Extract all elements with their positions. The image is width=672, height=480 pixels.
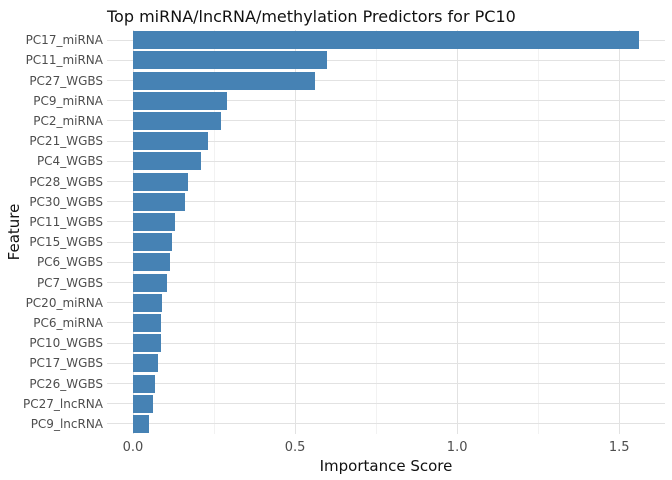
- bar: [133, 71, 315, 90]
- gridline-horizontal: [107, 59, 665, 61]
- bar: [133, 51, 328, 70]
- bar: [133, 31, 639, 50]
- bar: [133, 233, 172, 252]
- bar: [133, 172, 189, 191]
- y-axis-label: PC9_lncRNA: [30, 416, 103, 431]
- y-axis-label: PC10_WGBS: [29, 336, 103, 351]
- y-axis-label: PC26_WGBS: [29, 376, 103, 391]
- bar: [133, 273, 168, 292]
- gridline-horizontal: [107, 80, 665, 81]
- gridline-horizontal: [107, 342, 665, 344]
- y-axis-label: PC11_WGBS: [29, 214, 103, 229]
- x-tick-label: 1.0: [446, 440, 468, 455]
- x-tick-label: 0.0: [122, 440, 144, 455]
- bar: [133, 293, 162, 312]
- gridline-horizontal: [107, 120, 665, 122]
- plot-panel: [107, 30, 665, 434]
- gridline-horizontal: [107, 261, 665, 263]
- bar: [133, 91, 227, 110]
- gridline-vertical-minor: [538, 30, 540, 434]
- gridline-horizontal: [107, 302, 665, 304]
- bar: [133, 152, 202, 171]
- gridline-vertical-major: [619, 30, 621, 434]
- gridline-horizontal: [107, 140, 665, 142]
- bar: [133, 212, 176, 231]
- x-axis-title: Importance Score: [319, 457, 453, 475]
- chart-title: Top miRNA/lncRNA/methylation Predictors …: [107, 7, 516, 26]
- gridline-horizontal: [107, 282, 665, 283]
- y-axis-label: PC28_WGBS: [29, 174, 103, 189]
- y-axis-label: PC20_miRNA: [25, 295, 103, 310]
- y-axis-labels: PC17_miRNA PC11_miRNA PC27_WGBS PC9_miRNA PC…: [0, 30, 103, 434]
- y-axis-label: PC21_WGBS: [29, 134, 103, 149]
- gridline-horizontal: [107, 221, 665, 223]
- gridline-horizontal: [107, 423, 665, 425]
- gridline-horizontal: [107, 181, 665, 182]
- y-axis-label: PC9_miRNA: [33, 93, 103, 108]
- bar: [133, 374, 155, 393]
- x-tick-label: 0.5: [284, 440, 306, 455]
- y-axis-label: PC2_miRNA: [33, 113, 103, 128]
- y-axis-title: Feature: [5, 203, 23, 261]
- gridline-vertical-minor: [214, 30, 216, 434]
- bar: [133, 253, 170, 272]
- gridline-horizontal: [107, 241, 665, 243]
- bar: [133, 334, 161, 353]
- bar: [133, 394, 154, 413]
- gridline-vertical-major: [133, 30, 134, 434]
- gridline-vertical-major: [457, 30, 459, 434]
- y-axis-label: PC17_WGBS: [29, 356, 103, 371]
- gridline-horizontal: [107, 403, 665, 405]
- y-axis-label: PC27_lncRNA: [23, 396, 103, 411]
- bar: [133, 313, 161, 332]
- gridline-horizontal: [107, 201, 665, 203]
- y-axis-label: PC7_WGBS: [36, 275, 103, 290]
- y-axis-label: PC17_miRNA: [25, 33, 103, 48]
- y-axis-label: PC15_WGBS: [29, 235, 103, 250]
- y-axis-label: PC4_WGBS: [36, 154, 103, 169]
- x-tick-label: 1.5: [608, 440, 630, 455]
- bar: [133, 192, 185, 211]
- bar: [133, 132, 208, 151]
- y-axis-label: PC6_miRNA: [33, 315, 103, 330]
- gridline-vertical-major: [295, 30, 297, 434]
- y-axis-label: PC30_WGBS: [29, 194, 103, 209]
- gridline-horizontal: [107, 322, 665, 324]
- y-axis-label: PC27_WGBS: [29, 73, 103, 88]
- gridline-horizontal: [107, 160, 665, 162]
- bar: [133, 414, 150, 433]
- bar: [133, 111, 221, 130]
- gridline-horizontal: [107, 362, 665, 364]
- gridline-vertical-minor: [376, 30, 378, 434]
- y-axis-label: PC11_miRNA: [25, 53, 103, 68]
- y-axis-label: PC6_WGBS: [36, 255, 103, 270]
- bar: [133, 354, 158, 373]
- gridline-horizontal: [107, 100, 665, 102]
- gridline-horizontal: [107, 383, 665, 384]
